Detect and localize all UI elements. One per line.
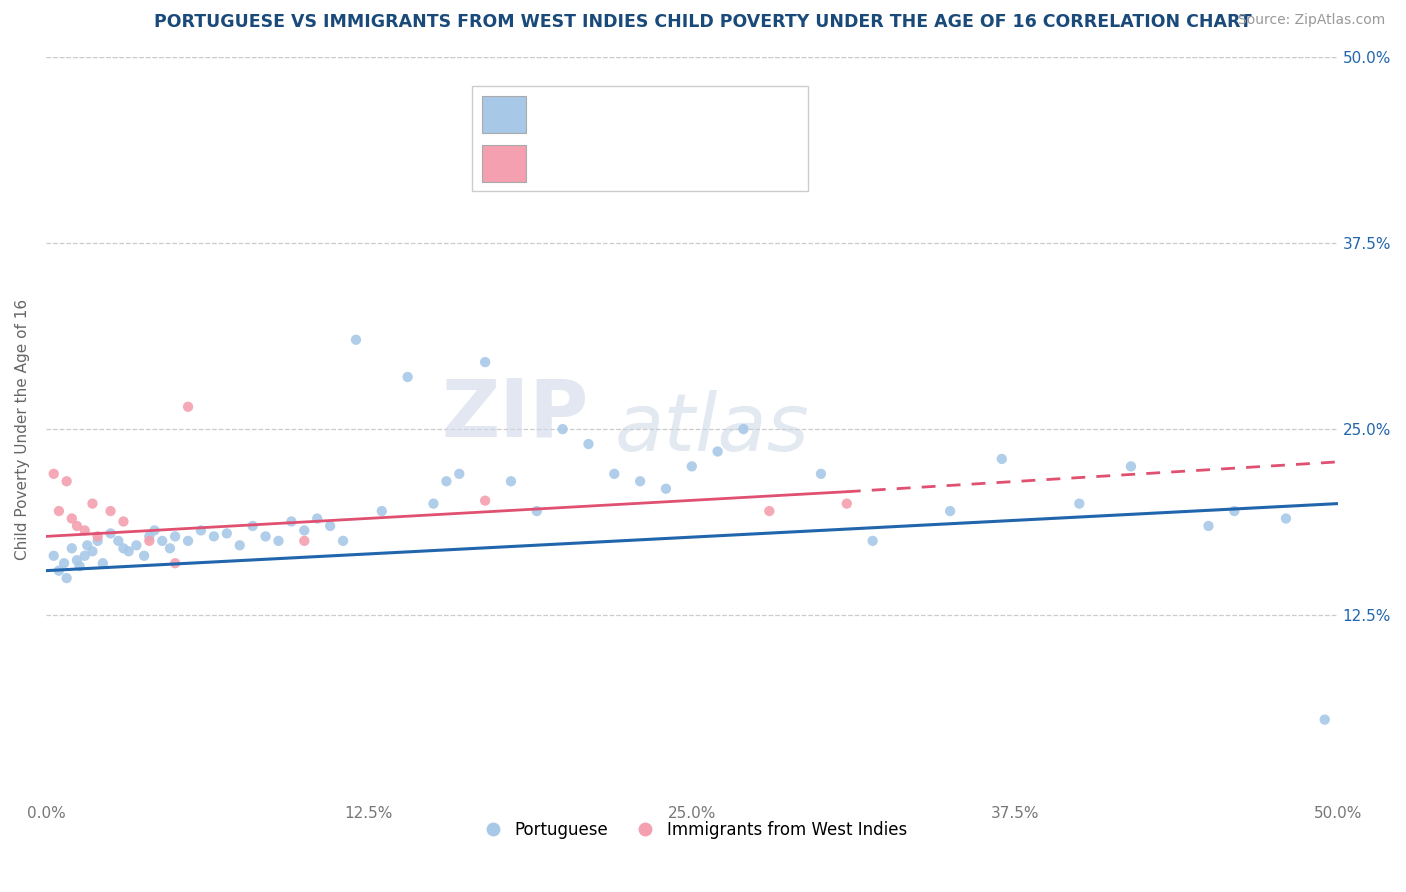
Point	[48, 504, 70, 518]
Point	[100, 526, 122, 541]
Point	[422, 497, 444, 511]
Point	[344, 333, 367, 347]
Point	[117, 544, 139, 558]
Point	[138, 533, 160, 548]
Point	[292, 524, 315, 538]
Text: ZIP: ZIP	[441, 376, 589, 453]
Text: PORTUGUESE VS IMMIGRANTS FROM WEST INDIES CHILD POVERTY UNDER THE AGE OF 16 CORR: PORTUGUESE VS IMMIGRANTS FROM WEST INDIE…	[155, 13, 1251, 31]
Point	[681, 459, 703, 474]
Point	[862, 533, 884, 548]
Point	[551, 422, 574, 436]
Point	[66, 519, 89, 533]
Point	[292, 533, 315, 548]
Y-axis label: Child Poverty Under the Age of 16: Child Poverty Under the Age of 16	[15, 299, 30, 559]
Point	[396, 370, 419, 384]
Point	[1223, 504, 1246, 518]
Point	[1275, 511, 1298, 525]
Point	[474, 493, 496, 508]
Point	[733, 422, 755, 436]
Point	[165, 529, 187, 543]
Point	[280, 515, 302, 529]
Point	[474, 355, 496, 369]
Point	[228, 538, 250, 552]
Point	[526, 504, 548, 518]
Point	[706, 444, 728, 458]
Point	[107, 533, 129, 548]
Point	[55, 571, 77, 585]
Point	[60, 511, 83, 525]
Point	[758, 169, 780, 183]
Point	[1198, 519, 1220, 533]
Point	[810, 467, 832, 481]
Point	[190, 524, 212, 538]
Point	[434, 475, 457, 489]
Point	[371, 504, 394, 518]
Point	[86, 529, 108, 543]
Point	[143, 524, 166, 538]
Point	[76, 538, 98, 552]
Point	[835, 497, 858, 511]
Point	[655, 482, 678, 496]
Point	[449, 467, 471, 481]
Point	[177, 533, 200, 548]
Point	[73, 549, 96, 563]
Text: atlas: atlas	[614, 390, 808, 468]
Point	[134, 549, 156, 563]
Point	[319, 519, 342, 533]
Point	[758, 504, 780, 518]
Point	[112, 515, 135, 529]
Point	[159, 541, 181, 556]
Point	[86, 533, 108, 548]
Point	[53, 556, 76, 570]
Point	[603, 467, 626, 481]
Point	[307, 511, 329, 525]
Point	[66, 553, 89, 567]
Point	[100, 504, 122, 518]
Point	[202, 529, 225, 543]
Point	[1069, 497, 1091, 511]
Point	[82, 497, 104, 511]
Point	[165, 556, 187, 570]
Point	[150, 533, 173, 548]
Point	[267, 533, 290, 548]
Point	[73, 524, 96, 538]
Point	[1313, 713, 1336, 727]
Point	[82, 544, 104, 558]
Point	[939, 504, 962, 518]
Point	[112, 541, 135, 556]
Point	[91, 556, 114, 570]
Point	[215, 526, 238, 541]
Point	[42, 467, 65, 481]
Point	[1119, 459, 1142, 474]
Text: Source: ZipAtlas.com: Source: ZipAtlas.com	[1237, 13, 1385, 28]
Point	[628, 475, 651, 489]
Point	[60, 541, 83, 556]
Point	[42, 549, 65, 563]
Point	[499, 475, 522, 489]
Point	[125, 538, 148, 552]
Point	[578, 437, 600, 451]
Point	[55, 475, 77, 489]
Point	[332, 533, 354, 548]
Point	[254, 529, 277, 543]
Point	[138, 529, 160, 543]
Point	[991, 451, 1014, 466]
Legend: Portuguese, Immigrants from West Indies: Portuguese, Immigrants from West Indies	[470, 814, 914, 846]
Point	[177, 400, 200, 414]
Point	[242, 519, 264, 533]
Point	[48, 564, 70, 578]
Point	[69, 559, 91, 574]
